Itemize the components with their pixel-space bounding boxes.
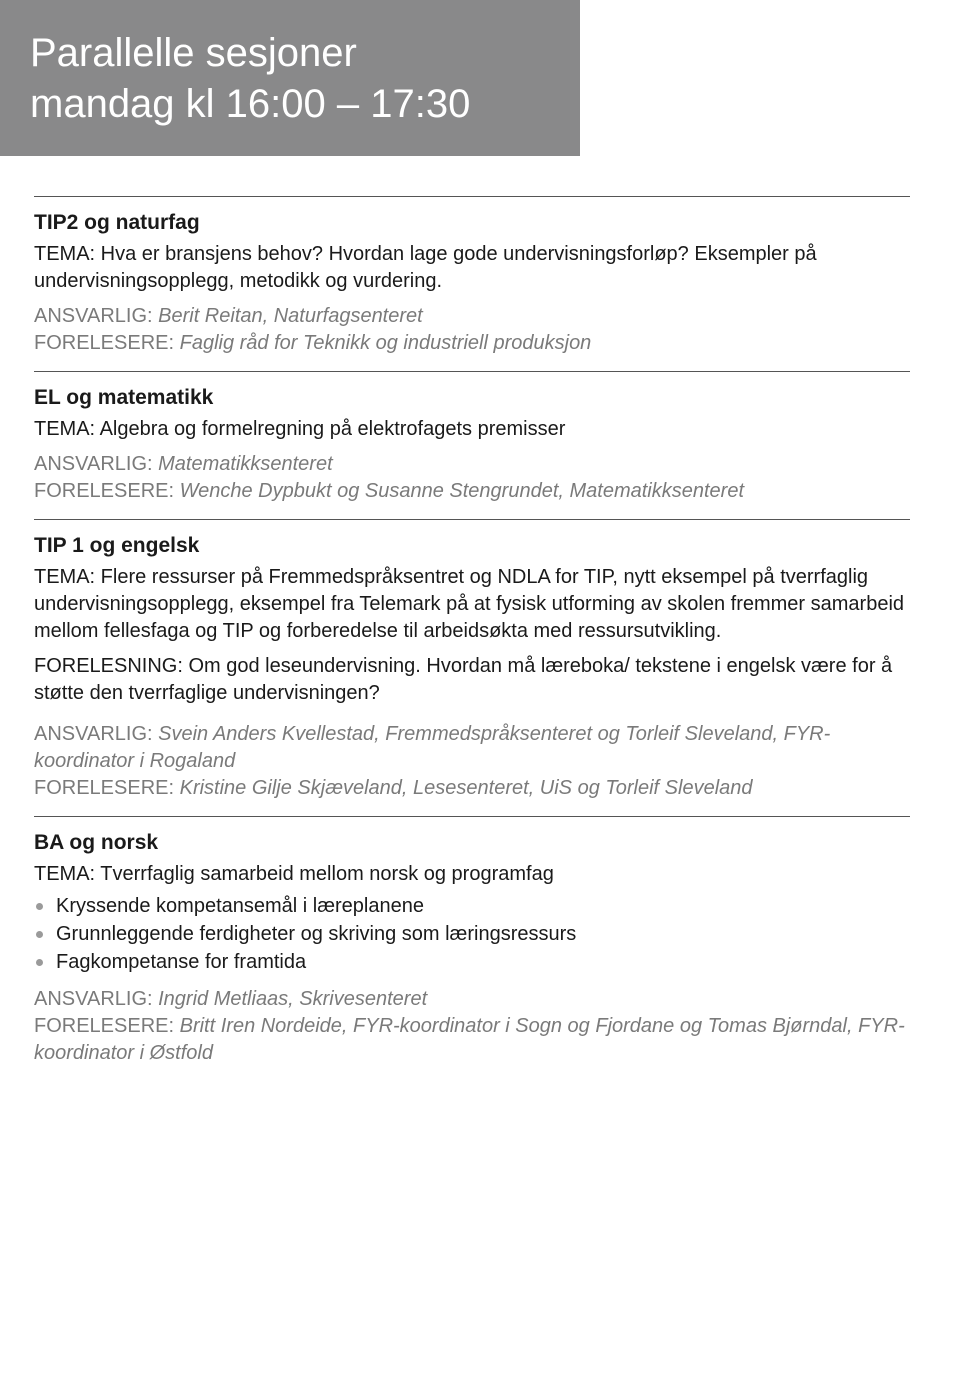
ansvarlig-label: ANSVARLIG: bbox=[34, 305, 158, 327]
ansvarlig-value: Ingrid Metliaas, Skrivesenteret bbox=[158, 988, 427, 1010]
section-tema: TEMA: Tverrfaglig samarbeid mellom norsk… bbox=[34, 861, 910, 888]
forelesere-value: Faglig råd for Teknikk og industriell pr… bbox=[180, 332, 592, 354]
bullet-list: Kryssende kompetansemål i læreplanene Gr… bbox=[34, 892, 910, 976]
session-section: TIP2 og naturfag TEMA: Hva er bransjens … bbox=[34, 196, 910, 371]
ansvarlig-label: ANSVARLIG: bbox=[34, 988, 158, 1010]
section-ansvarlig: ANSVARLIG: Berit Reitan, Naturfagsentere… bbox=[34, 303, 910, 330]
ansvarlig-value: Berit Reitan, Naturfagsenteret bbox=[158, 305, 423, 327]
section-tema: TEMA: Algebra og formelregning på elektr… bbox=[34, 416, 910, 443]
session-section: TIP 1 og engelsk TEMA: Flere ressurser p… bbox=[34, 519, 910, 816]
section-forelesere: FORELESERE: Wenche Dypbukt og Susanne St… bbox=[34, 478, 910, 505]
forelesere-value: Kristine Gilje Skjæveland, Lesesenteret,… bbox=[180, 777, 753, 799]
header-line-2: mandag kl 16:00 – 17:30 bbox=[30, 79, 550, 130]
bullet-item: Grunnleggende ferdigheter og skriving so… bbox=[34, 920, 910, 948]
section-ansvarlig: ANSVARLIG: Svein Anders Kvellestad, Frem… bbox=[34, 721, 910, 775]
session-section: EL og matematikk TEMA: Algebra og formel… bbox=[34, 371, 910, 519]
header-box: Parallelle sesjoner mandag kl 16:00 – 17… bbox=[0, 0, 580, 156]
ansvarlig-value: Matematikksenteret bbox=[158, 453, 333, 475]
bullet-item: Fagkompetanse for framtida bbox=[34, 948, 910, 976]
section-tema: TEMA: Flere ressurser på Fremmedspråksen… bbox=[34, 564, 910, 645]
ansvarlig-label: ANSVARLIG: bbox=[34, 453, 158, 475]
section-ansvarlig: ANSVARLIG: Matematikksenteret bbox=[34, 451, 910, 478]
section-forelesere: FORELESERE: Faglig råd for Teknikk og in… bbox=[34, 330, 910, 357]
section-extra: FORELESNING: Om god leseundervisning. Hv… bbox=[34, 653, 910, 707]
header-line-1: Parallelle sesjoner bbox=[30, 28, 550, 79]
section-title: TIP2 og naturfag bbox=[34, 211, 910, 235]
section-forelesere: FORELESERE: Kristine Gilje Skjæveland, L… bbox=[34, 775, 910, 802]
section-title: BA og norsk bbox=[34, 831, 910, 855]
forelesere-label: FORELESERE: bbox=[34, 332, 180, 354]
section-forelesere: FORELESERE: Britt Iren Nordeide, FYR-koo… bbox=[34, 1013, 910, 1067]
bullet-item: Kryssende kompetansemål i læreplanene bbox=[34, 892, 910, 920]
section-title: EL og matematikk bbox=[34, 386, 910, 410]
ansvarlig-label: ANSVARLIG: bbox=[34, 723, 158, 745]
forelesere-label: FORELESERE: bbox=[34, 480, 180, 502]
session-section: BA og norsk TEMA: Tverrfaglig samarbeid … bbox=[34, 816, 910, 1081]
section-title: TIP 1 og engelsk bbox=[34, 534, 910, 558]
section-tema: TEMA: Hva er bransjens behov? Hvordan la… bbox=[34, 241, 910, 295]
section-ansvarlig: ANSVARLIG: Ingrid Metliaas, Skrivesenter… bbox=[34, 986, 910, 1013]
forelesere-label: FORELESERE: bbox=[34, 777, 180, 799]
content-area: TIP2 og naturfag TEMA: Hva er bransjens … bbox=[0, 156, 960, 1121]
forelesere-value: Wenche Dypbukt og Susanne Stengrundet, M… bbox=[180, 480, 744, 502]
forelesere-label: FORELESERE: bbox=[34, 1015, 180, 1037]
